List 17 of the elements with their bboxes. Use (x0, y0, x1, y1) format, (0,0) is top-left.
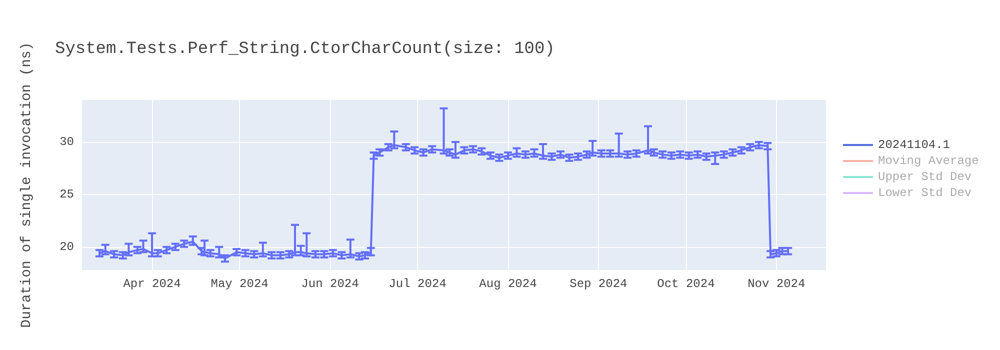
x-tick-label: Oct 2024 (657, 277, 715, 291)
x-tick-label: May 2024 (210, 277, 268, 291)
chart-title: System.Tests.Perf_String.CtorCharCount(size: 100) (55, 40, 555, 59)
y-tick-label: 25 (60, 187, 74, 202)
x-tick-label: Nov 2024 (748, 277, 806, 291)
x-tick-label: Jul 2024 (388, 277, 446, 291)
x-tick-label: Aug 2024 (479, 277, 537, 291)
legend-label: Moving Average (878, 154, 979, 168)
x-tick-label: Jun 2024 (301, 277, 359, 291)
y-tick-label: 30 (60, 134, 74, 149)
legend-label: Upper Std Dev (878, 170, 972, 184)
x-tick-label: Sep 2024 (570, 277, 628, 291)
x-tick-label: Apr 2024 (123, 277, 181, 291)
text: 20241104.1 (878, 138, 950, 152)
legend-label: Lower Std Dev (878, 186, 972, 200)
y-tick-label: 20 (60, 240, 74, 254)
y-axis-title: Duration of single invocation (ns) (19, 42, 35, 328)
